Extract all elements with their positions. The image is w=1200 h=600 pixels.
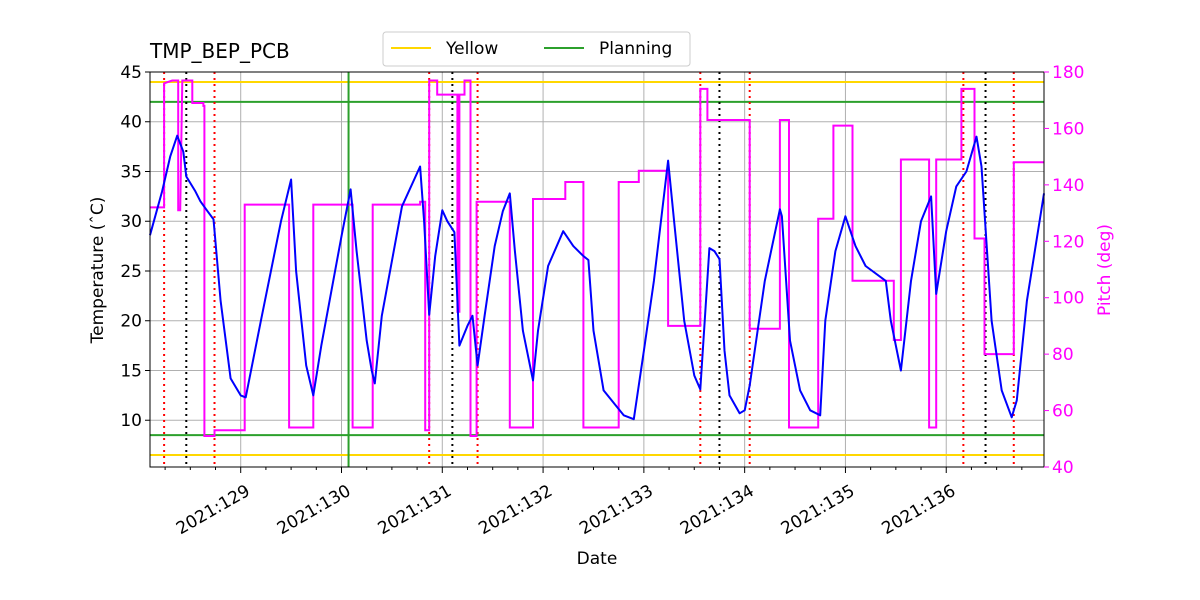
y-tick-label: 30: [120, 212, 142, 232]
y2-tick-label: 40: [1052, 458, 1074, 478]
x-axis-label: Date: [577, 549, 618, 569]
plot-frame: [149, 71, 1045, 468]
y-tick-label: 45: [120, 63, 142, 83]
grid: [150, 71, 1044, 467]
y2-tick-label: 160: [1052, 119, 1084, 139]
legend-planning-label: Planning: [599, 39, 672, 59]
y-axis-label: Temperature (ˆC): [88, 197, 108, 345]
chart-title: TMP_BEP_PCB: [149, 39, 290, 63]
y2-tick-label: 80: [1052, 345, 1074, 365]
temperature-series-line: [149, 134, 1045, 421]
y2-tick-label: 100: [1052, 289, 1084, 309]
series-group: [149, 79, 1045, 437]
event-lines: [163, 72, 1015, 467]
y2-tick-label: 60: [1052, 402, 1074, 422]
y-tick-label: 10: [120, 411, 142, 431]
y2-axis-label: Pitch (deg): [1095, 224, 1115, 316]
legend: Yellow Planning: [382, 31, 691, 67]
y-tick-label: 15: [120, 361, 142, 381]
y2-tick-label: 140: [1052, 176, 1084, 196]
y-tick-label: 40: [120, 113, 142, 133]
y-tick-label: 20: [120, 312, 142, 332]
legend-box: [382, 31, 691, 67]
y-tick-label: 35: [120, 162, 142, 182]
y-tick-label: 25: [120, 262, 142, 282]
legend-yellow-label: Yellow: [445, 39, 498, 59]
y2-tick-label: 180: [1052, 63, 1084, 83]
y2-tick-label: 120: [1052, 232, 1084, 252]
limit-lines: [150, 80, 1044, 457]
